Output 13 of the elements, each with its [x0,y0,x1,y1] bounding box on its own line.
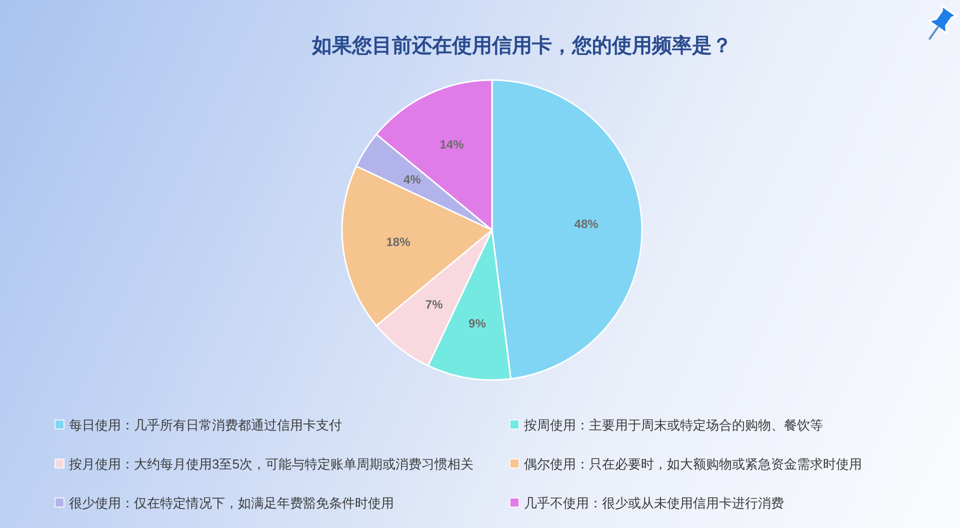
legend-label: 偶尔使用：只在必要时，如大额购物或紧急资金需求时使用 [524,456,862,472]
data-label: 4% [404,172,422,186]
legend-label: 很少使用：仅在特定情况下，如满足年费豁免条件时使用 [69,496,394,510]
data-label: 14% [440,137,464,152]
chart-title: 如果您目前还在使用信用卡，您的使用频率是？ [311,34,732,57]
legend-label: 几乎不使用：很少或从未使用信用卡进行消费 [524,496,784,510]
data-label: 48% [574,217,599,232]
data-label: 18% [386,234,411,249]
data-label: 9% [468,316,486,330]
legend-label: 每日使用：几乎所有日常消费都通过信用卡支付 [69,418,342,432]
legend-label: 按周使用：主要用于周末或特定场合的购物、餐饮等 [524,418,823,432]
data-label: 7% [425,298,444,312]
legend-label: 按月使用：大约每月使用3至5次，可能与特定账单周期或消费习惯相关 [69,456,474,472]
